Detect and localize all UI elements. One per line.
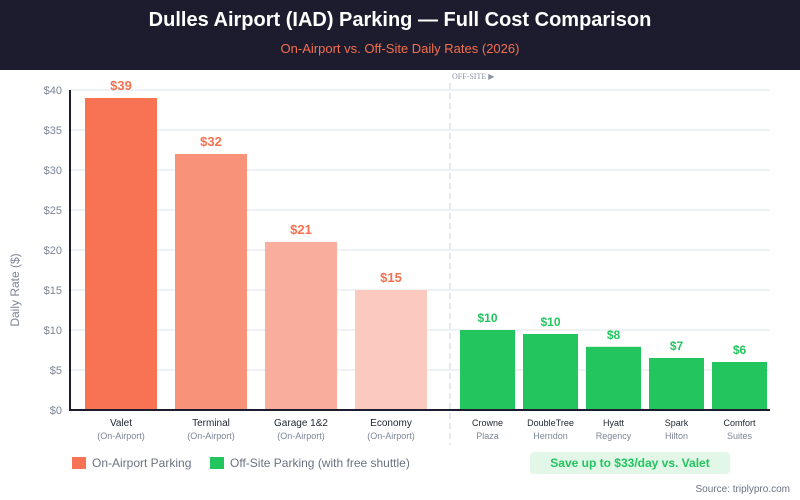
off-site-marker: OFF-SITE ▶ xyxy=(452,72,495,81)
bar-value-label: $10 xyxy=(540,315,560,329)
source-credit: Source: triplypro.com xyxy=(695,484,790,495)
legend-item-on-airport: On-Airport Parking xyxy=(72,455,191,471)
y-tick-label: $20 xyxy=(44,245,62,257)
legend-item-off-site: Off-Site Parking (with free shuttle) xyxy=(210,455,410,471)
x-tick-label: Valet xyxy=(110,418,132,429)
y-tick-label: $40 xyxy=(44,85,62,97)
bar-terminal xyxy=(175,154,247,410)
bar-comfort xyxy=(712,362,767,410)
x-tick-label: Comfort xyxy=(723,418,756,428)
chart-subtitle: On-Airport vs. Off-Site Daily Rates (202… xyxy=(280,41,520,56)
bar-economy xyxy=(355,290,427,410)
x-tick-label: Garage 1&2 xyxy=(274,418,328,429)
x-tick-sublabel: Regency xyxy=(596,431,632,441)
bar-hyatt xyxy=(586,346,641,410)
legend-label-on-airport: On-Airport Parking xyxy=(92,456,192,470)
y-axis-ticks: $0 $5 $10 $15 $20 $25 $30 $35 $40 xyxy=(44,85,62,417)
chart-title: Dulles Airport (IAD) Parking — Full Cost… xyxy=(148,9,652,31)
x-axis-labels: Valet (On-Airport) Terminal (On-Airport) Gar… xyxy=(97,418,756,441)
x-tick-label: Terminal xyxy=(192,418,230,429)
y-tick-label: $30 xyxy=(44,165,62,177)
y-axis-label: Daily Rate ($) xyxy=(8,253,22,326)
legend-label-off-site: Off-Site Parking (with free shuttle) xyxy=(230,456,410,470)
legend-swatch-on-airport xyxy=(72,457,86,469)
x-tick-label: DoubleTree xyxy=(527,418,574,428)
x-tick-sublabel: (On-Airport) xyxy=(277,431,325,441)
bar-value-label: $10 xyxy=(477,311,497,325)
bars: $39 $32 $21 $15 $10 $10 $8 $7 $6 xyxy=(85,78,767,410)
bar-doubletree xyxy=(523,334,578,410)
y-tick-label: $10 xyxy=(44,325,62,337)
bar-spark xyxy=(649,358,704,410)
y-tick-label: $5 xyxy=(50,365,62,377)
savings-callout: Save up to $33/day vs. Valet xyxy=(530,452,730,474)
bar-valet xyxy=(85,98,157,410)
x-tick-sublabel: Suites xyxy=(727,431,753,441)
bar-crowne xyxy=(460,330,515,410)
x-tick-label: Economy xyxy=(370,418,412,429)
x-tick-sublabel: Hilton xyxy=(665,431,688,441)
x-tick-label: Hyatt xyxy=(603,418,625,428)
bar-value-label: $32 xyxy=(200,134,222,149)
x-tick-sublabel: Plaza xyxy=(476,431,499,441)
x-tick-label: Crowne xyxy=(472,418,503,428)
x-tick-label: Spark xyxy=(665,418,689,428)
x-tick-sublabel: (On-Airport) xyxy=(97,431,145,441)
y-tick-label: $0 xyxy=(50,405,62,417)
x-tick-sublabel: (On-Airport) xyxy=(367,431,415,441)
bar-value-label: $15 xyxy=(380,270,402,285)
legend-swatch-off-site xyxy=(210,457,224,469)
bar-value-label: $39 xyxy=(110,78,132,93)
y-tick-label: $35 xyxy=(44,125,62,137)
bar-value-label: $8 xyxy=(607,328,621,342)
x-tick-sublabel: (On-Airport) xyxy=(187,431,235,441)
y-tick-label: $25 xyxy=(44,205,62,217)
bar-value-label: $7 xyxy=(670,339,684,353)
bar-value-label: $6 xyxy=(733,343,747,357)
y-tick-label: $15 xyxy=(44,285,62,297)
bar-value-label: $21 xyxy=(290,222,312,237)
bar-garage-1-2 xyxy=(265,242,337,410)
header-banner: Dulles Airport (IAD) Parking — Full Cost… xyxy=(0,0,800,70)
x-tick-sublabel: Herndon xyxy=(533,431,568,441)
